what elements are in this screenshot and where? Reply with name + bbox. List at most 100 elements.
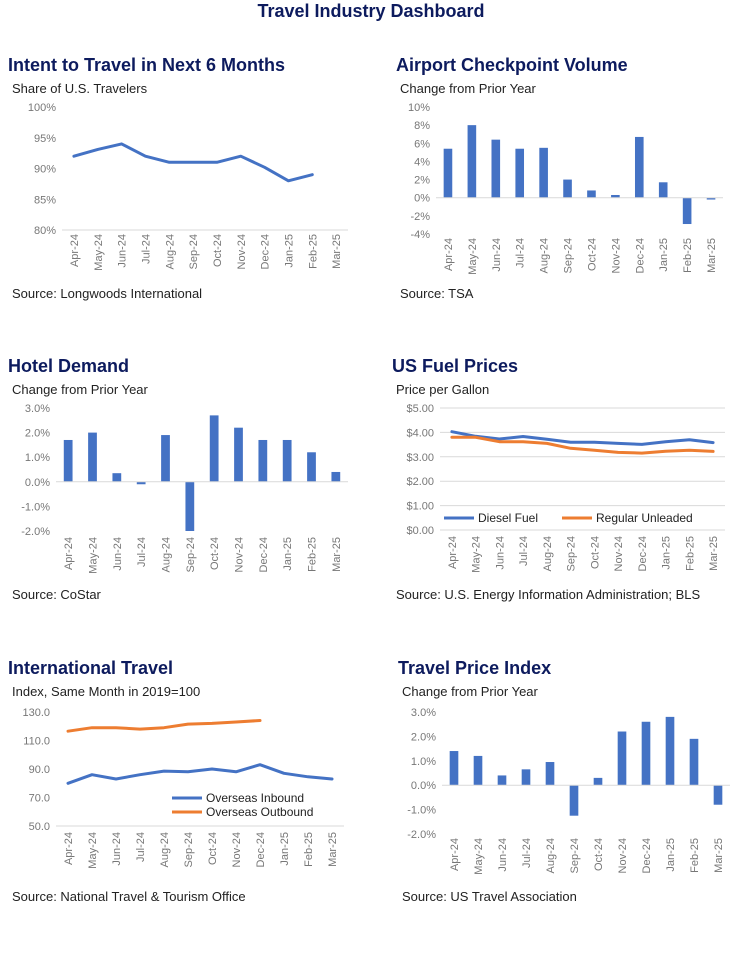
chart-subtitle: Change from Prior Year xyxy=(400,81,536,96)
x-tick-label: Jul-24 xyxy=(521,838,533,868)
x-tick-label: Sep-24 xyxy=(566,536,578,571)
x-tick-label: Nov-24 xyxy=(231,832,243,867)
legend-label: Regular Unleaded xyxy=(596,511,693,525)
x-tick-label: Aug-24 xyxy=(539,238,551,273)
bar xyxy=(682,197,692,225)
chart-subtitle: Index, Same Month in 2019=100 xyxy=(12,684,201,699)
y-tick-label: 130.0 xyxy=(22,707,50,719)
x-tick-label: Dec-24 xyxy=(255,832,267,867)
y-tick-label: 3.0% xyxy=(25,403,50,415)
x-tick-label: Jun-24 xyxy=(111,832,123,866)
x-tick-label: Jan-25 xyxy=(279,832,291,866)
bar xyxy=(587,190,596,198)
x-tick-label: Jun-24 xyxy=(497,838,509,872)
x-tick-label: May-24 xyxy=(93,234,105,271)
x-tick-label: Mar-25 xyxy=(708,536,720,571)
series-line xyxy=(72,142,314,183)
y-tick-label: 2.0% xyxy=(25,428,50,440)
price-chart: -2.0% -1.0% 0.0% 1.0% 2.0% 3.0% Apr-24 May-24 Ju… xyxy=(407,707,730,875)
x-tick-label: Jan-25 xyxy=(658,238,670,272)
bar xyxy=(521,769,531,786)
y-tick-label: 70.0 xyxy=(29,793,50,805)
y-tick-label: 4% xyxy=(414,156,430,168)
bar xyxy=(617,731,627,786)
x-tick-label: Oct-24 xyxy=(586,238,598,271)
x-tick-label: Apr-24 xyxy=(449,838,461,871)
y-tick-label: $1.00 xyxy=(406,501,434,513)
x-tick-label: Jun-24 xyxy=(491,238,503,272)
x-tick-label: Aug-24 xyxy=(161,537,173,572)
bar xyxy=(539,147,548,198)
panel-fuel-prices: US Fuel Prices Price per Gallon $0.00 $1.… xyxy=(392,356,742,656)
bar xyxy=(706,197,716,200)
chart-source: Source: U.S. Energy Information Administ… xyxy=(396,587,701,602)
bar xyxy=(282,439,292,482)
chart-source: Source: National Travel & Tourism Office xyxy=(12,889,246,904)
chart-title: Travel Price Index xyxy=(398,658,552,678)
y-tick-label: 6% xyxy=(414,138,430,150)
bar xyxy=(497,775,507,786)
legend-label: Overseas Outbound xyxy=(206,805,313,819)
x-tick-label: Oct-24 xyxy=(207,832,219,865)
bar xyxy=(713,785,723,805)
x-tick-label: Apr-24 xyxy=(443,238,455,271)
x-tick-label: Dec-24 xyxy=(258,537,270,572)
x-tick-label: May-24 xyxy=(87,832,99,869)
y-tick-label: 0% xyxy=(414,193,430,205)
y-tick-label: 1.0% xyxy=(25,452,50,464)
bar xyxy=(88,432,97,482)
bar xyxy=(611,194,620,198)
x-tick-label: Jul-24 xyxy=(135,832,147,862)
x-tick-label: Oct-24 xyxy=(212,234,224,267)
chart-subtitle: Change from Prior Year xyxy=(12,382,148,397)
bar xyxy=(136,481,146,485)
bar xyxy=(467,125,477,198)
chart-subtitle: Share of U.S. Travelers xyxy=(12,81,148,96)
x-tick-label: Mar-25 xyxy=(331,537,343,572)
x-tick-label: Oct-24 xyxy=(209,537,221,570)
series-line xyxy=(450,435,715,455)
y-tick-label: 100% xyxy=(28,102,56,114)
legend-label: Overseas Inbound xyxy=(206,791,304,805)
bar xyxy=(112,473,122,482)
y-tick-label: 110.0 xyxy=(23,736,50,748)
bar xyxy=(665,716,675,786)
chart-source: Source: TSA xyxy=(400,286,474,301)
fuel-chart: $0.00 $1.00 $2.00 $3.00 $4.00 $5.00 Apr-24 May-… xyxy=(406,403,725,573)
x-tick-label: Jan-25 xyxy=(283,234,295,268)
chart-subtitle: Change from Prior Year xyxy=(402,684,538,699)
x-tick-label: Jun-24 xyxy=(112,537,124,571)
chart-source: Source: US Travel Association xyxy=(402,889,577,904)
x-tick-label: Feb-25 xyxy=(684,536,696,571)
x-tick-label: Jan-25 xyxy=(282,537,294,571)
x-tick-label: Apr-24 xyxy=(447,536,459,569)
panel-travel-price-index: Travel Price Index Change from Prior Yea… xyxy=(398,658,742,958)
x-tick-label: May-24 xyxy=(471,536,483,573)
x-tick-label: Feb-25 xyxy=(307,234,319,269)
panel-hotel-demand: Hotel Demand Change from Prior Year -2.0… xyxy=(8,356,368,656)
y-tick-label: 8% xyxy=(414,120,430,132)
x-tick-label: Feb-25 xyxy=(307,537,319,572)
bar xyxy=(689,738,699,786)
bar xyxy=(491,139,501,198)
y-tick-label: $4.00 xyxy=(406,427,434,439)
chart-title: Airport Checkpoint Volume xyxy=(396,55,628,75)
bar xyxy=(307,452,316,482)
x-tick-label: Nov-24 xyxy=(236,234,248,269)
x-tick-label: Nov-24 xyxy=(234,537,246,572)
panel-intent-to-travel: Intent to Travel in Next 6 Months Share … xyxy=(8,55,368,355)
x-tick-label: Jun-24 xyxy=(117,234,129,268)
y-tick-label: 0.0% xyxy=(411,780,436,792)
x-tick-label: Aug-24 xyxy=(545,838,557,873)
x-tick-label: Feb-25 xyxy=(682,238,694,273)
x-tick-label: Aug-24 xyxy=(159,832,171,867)
series-line xyxy=(66,763,334,785)
x-tick-label: Jul-24 xyxy=(515,238,527,268)
x-tick-label: Aug-24 xyxy=(164,234,176,269)
x-tick-label: Oct-24 xyxy=(589,536,601,569)
dashboard-title: Travel Industry Dashboard xyxy=(257,1,485,21)
x-tick-label: Feb-25 xyxy=(689,838,701,873)
bar xyxy=(258,439,268,482)
bar xyxy=(234,427,243,482)
bar xyxy=(443,148,453,198)
